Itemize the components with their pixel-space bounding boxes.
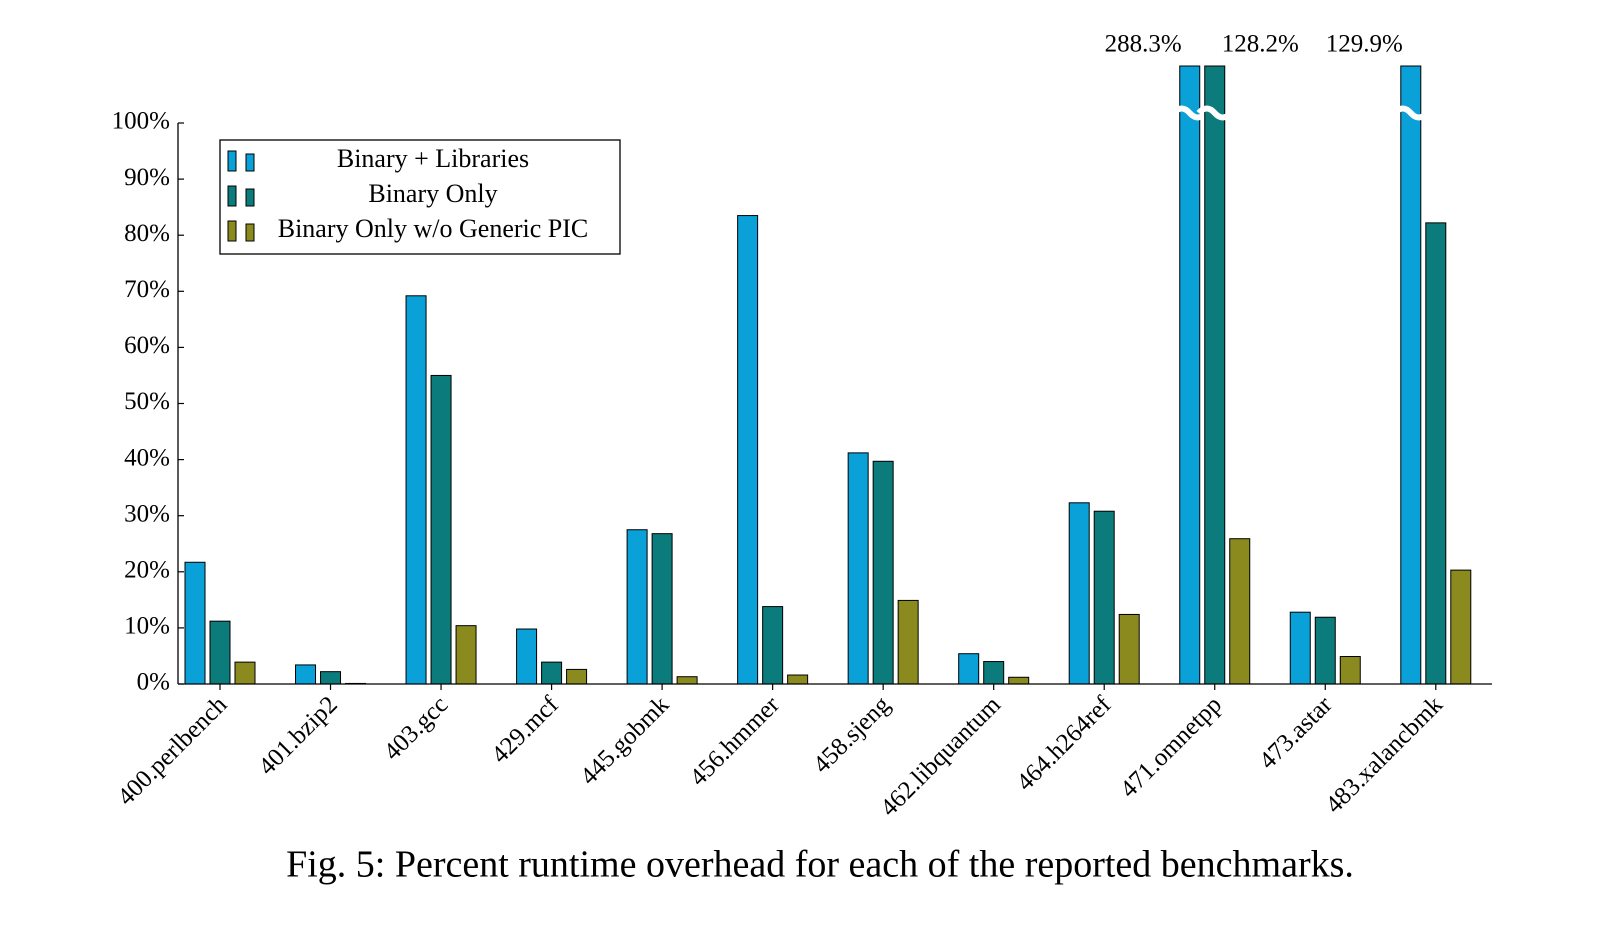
y-tick-label: 80% — [124, 220, 170, 247]
value-label: 129.9% — [1326, 31, 1403, 58]
bar — [320, 671, 342, 685]
x-tick-label: 458.sjeng — [808, 691, 896, 779]
bar — [651, 533, 673, 685]
bar — [209, 620, 231, 685]
bar — [1229, 538, 1251, 685]
bar — [1204, 65, 1226, 685]
bar — [1425, 222, 1447, 685]
bar — [897, 599, 919, 685]
y-tick-label: 0% — [137, 669, 170, 696]
legend-box — [219, 139, 621, 255]
bar — [1179, 65, 1201, 685]
x-tick-label: 456.hmmer — [685, 691, 786, 792]
y-tick-label: 70% — [124, 276, 170, 303]
y-tick-label: 50% — [124, 388, 170, 415]
bar — [762, 606, 784, 685]
bar — [430, 374, 452, 685]
legend-label: Binary Only — [368, 179, 497, 208]
bar — [787, 674, 809, 685]
y-tick-label: 100% — [112, 108, 170, 135]
break-mark — [1196, 105, 1233, 121]
x-tick-label: 401.bzip2 — [254, 691, 343, 780]
y-tick-label: 40% — [124, 444, 170, 471]
x-tick-label: 403.gcc — [379, 691, 454, 766]
x-tick-label: 445.gobmk — [575, 691, 674, 790]
legend-label: Binary Only w/o Generic PIC — [278, 214, 589, 243]
bar — [295, 664, 317, 685]
bar — [234, 661, 256, 685]
bar — [1093, 510, 1115, 685]
bar — [676, 676, 698, 685]
x-tick-label: 471.omnetpp — [1115, 691, 1227, 803]
legend-swatch — [227, 185, 237, 207]
bar — [455, 625, 477, 685]
y-tick-label: 20% — [124, 557, 170, 584]
bar — [516, 628, 538, 685]
bar — [1314, 616, 1336, 685]
value-label: 288.3% — [1105, 31, 1182, 58]
y-tick-label: 30% — [124, 500, 170, 527]
bar — [566, 668, 588, 685]
x-tick-label: 400.perlbench — [113, 691, 233, 811]
legend-swatch — [245, 223, 255, 242]
bar — [541, 661, 563, 685]
bar — [405, 295, 427, 685]
bar — [958, 653, 980, 685]
y-tick-label: 90% — [124, 164, 170, 191]
bar — [1289, 611, 1311, 685]
legend-swatch — [245, 153, 255, 172]
bar — [1118, 613, 1140, 685]
bar — [1450, 569, 1472, 685]
y-tick-label: 10% — [124, 613, 170, 640]
bar — [847, 452, 869, 685]
bar — [1339, 656, 1361, 685]
bar — [872, 460, 894, 685]
break-mark — [1171, 105, 1208, 121]
bar — [983, 661, 1005, 685]
value-label: 128.2% — [1222, 31, 1299, 58]
chart-title: Fig. 5: Percent runtime overhead for eac… — [286, 844, 1354, 886]
legend-label: Binary + Libraries — [337, 144, 529, 173]
x-tick-label: 473.astar — [1254, 691, 1338, 775]
bar — [1068, 502, 1090, 685]
legend-swatch — [227, 220, 237, 242]
legend-swatch — [245, 188, 255, 207]
bar — [1008, 676, 1030, 685]
legend: Binary + Libraries Binary Only Binary Only… — [219, 139, 621, 255]
bar — [1400, 65, 1422, 685]
x-tick-label: 483.xalancbmk — [1320, 691, 1448, 819]
bar — [626, 529, 648, 685]
x-tick-label: 464.h264ref — [1012, 691, 1117, 796]
bar — [184, 561, 206, 685]
break-mark — [1392, 105, 1430, 121]
legend-swatch — [227, 150, 237, 172]
bar — [737, 215, 759, 685]
x-tick-label: 429.mcf — [486, 691, 564, 769]
y-tick-label: 60% — [124, 332, 170, 359]
